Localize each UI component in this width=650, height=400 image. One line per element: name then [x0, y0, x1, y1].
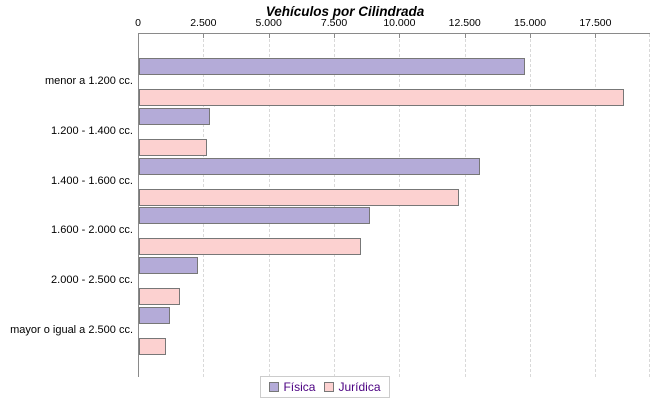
category-label: 2.000 - 2.500 cc.	[51, 274, 133, 287]
bar-fisica	[139, 107, 210, 125]
legend: Física Jurídica	[0, 376, 650, 398]
bar-juridica	[139, 188, 460, 206]
legend-item: Jurídica	[324, 380, 381, 394]
legend-item: Física	[269, 380, 315, 394]
category-label: mayor o igual a 2.500 cc.	[10, 324, 133, 336]
bar-juridica	[139, 338, 167, 355]
legend-label: Jurídica	[338, 380, 381, 394]
x-tick-label: 7.500	[320, 17, 348, 29]
bar-juridica	[139, 89, 624, 106]
x-axis-line	[138, 33, 650, 34]
chart-title: Vehículos por Cilindrada	[265, 4, 425, 19]
bar-fisica	[139, 58, 525, 75]
category-label: 1.600 - 2.000 cc.	[51, 224, 133, 237]
x-tick-label: 17.500	[579, 17, 612, 29]
x-tick-label: 2.500	[190, 17, 217, 29]
x-tick-label: 5.000	[255, 17, 282, 29]
y-axis-line	[138, 33, 139, 377]
legend-label: Física	[283, 380, 316, 394]
bar-fisica	[139, 157, 481, 175]
x-tick-label: 10.000	[383, 17, 416, 29]
gridline	[530, 34, 531, 377]
x-tick-mark	[269, 34, 270, 38]
x-tick-label: 15.000	[514, 17, 547, 29]
x-tick-mark	[399, 34, 400, 38]
bar-juridica	[139, 138, 207, 156]
x-tick-mark	[138, 34, 139, 38]
gridline	[595, 34, 596, 377]
category-label: menor a 1.200 cc.	[44, 75, 133, 87]
bar-juridica	[139, 238, 362, 256]
category-label: 1.400 - 1.600 cc.	[51, 174, 133, 187]
gridline	[465, 34, 466, 377]
x-tick-label: 12.500	[448, 17, 481, 29]
legend-box: Física Jurídica	[260, 376, 390, 398]
bar-juridica	[139, 288, 181, 306]
category-label: 1.200 - 1.400 cc.	[51, 124, 133, 137]
x-tick-mark	[203, 34, 204, 38]
x-tick-mark	[334, 34, 335, 38]
bar-fisica	[139, 257, 198, 275]
x-tick-label: 0	[135, 17, 141, 29]
bar-fisica	[139, 307, 171, 324]
x-tick-mark	[530, 34, 531, 38]
x-tick-mark	[465, 34, 466, 38]
x-tick-mark	[595, 34, 596, 38]
bar-fisica	[139, 207, 371, 225]
legend-swatch-icon	[269, 382, 280, 392]
legend-swatch-icon	[324, 382, 335, 392]
